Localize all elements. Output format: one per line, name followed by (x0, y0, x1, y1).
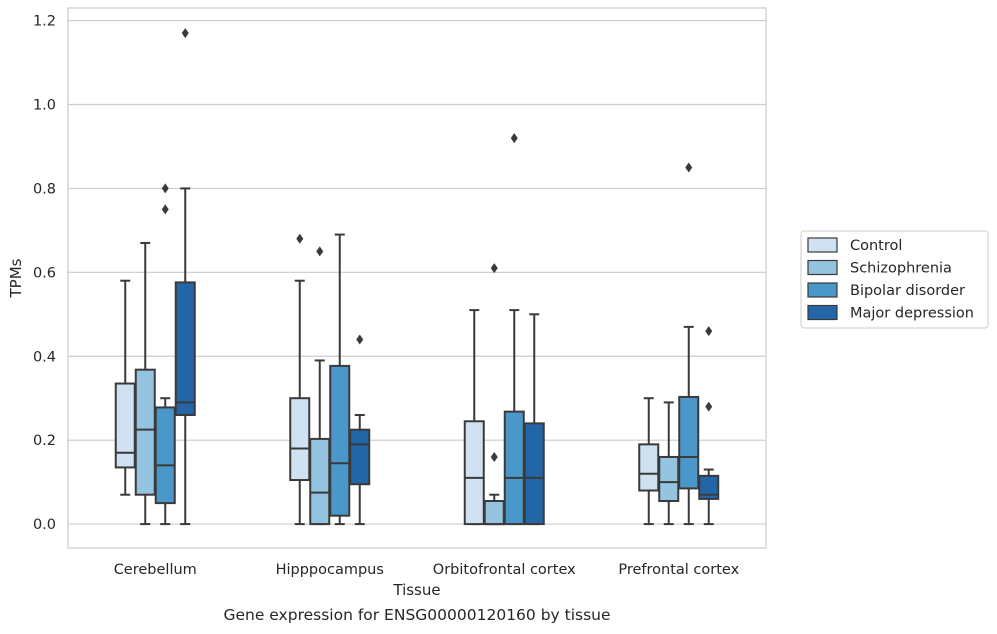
legend-label: Bipolar disorder (850, 283, 965, 299)
outlier-point (181, 28, 189, 39)
legend-label: Major depression (850, 306, 974, 322)
y-tick-label: 0.8 (33, 181, 56, 197)
outlier-point (316, 246, 324, 257)
iqr-box (483, 500, 505, 526)
iqr-box (349, 428, 371, 486)
box-schizophrenia (483, 263, 505, 526)
y-tick-label: 0.2 (33, 433, 56, 449)
box-bipolar-disorder (329, 233, 351, 526)
box-major-depression (349, 334, 371, 526)
outlier-point (161, 183, 169, 194)
outlier-point (705, 326, 713, 337)
iqr-box (114, 382, 136, 469)
box-control (289, 233, 311, 526)
iqr-box (289, 397, 311, 482)
x-tick-label: Cerebellum (114, 562, 197, 578)
box-control (463, 309, 485, 526)
legend-swatch (807, 282, 838, 298)
box-major-depression (523, 313, 545, 526)
y-tick-label: 0.6 (33, 265, 56, 281)
y-tick-label: 0.4 (33, 349, 56, 365)
outlier-point (705, 401, 713, 412)
x-axis-label: Tissue (392, 581, 440, 599)
legend-swatch (807, 259, 838, 276)
y-tick-labels: 0.0 0.2 0.4 0.6 0.8 1.0 1.2 (33, 14, 56, 533)
outlier-point (356, 334, 364, 345)
legend-label: Control (850, 238, 902, 254)
box-bipolar-disorder (678, 162, 700, 526)
outlier-point (161, 204, 169, 215)
box-major-depression (174, 28, 196, 526)
legend: Control Schizophrenia Bipolar disorder Majo… (800, 230, 989, 329)
iqr-box (638, 443, 660, 492)
iqr-box (658, 455, 680, 503)
box-bipolar-disorder (503, 133, 525, 526)
iqr-box (329, 364, 351, 517)
iqr-box (154, 406, 176, 505)
iqr-box (523, 422, 545, 526)
legend-label: Schizophrenia (850, 261, 952, 277)
iqr-box (134, 368, 156, 496)
x-tick-labels: Cerebellum Hipppocampus Orbitofrontal cort… (114, 562, 740, 578)
y-axis-label: TPMs (7, 258, 25, 298)
outlier-point (490, 451, 498, 462)
x-tick-label: Hipppocampus (276, 562, 384, 578)
x-tick-label: Prefrontal cortex (618, 562, 739, 578)
box-schizophrenia (134, 241, 156, 526)
iqr-box (698, 474, 720, 500)
box-major-depression (698, 326, 720, 526)
y-tick-label: 0.0 (33, 517, 56, 533)
outlier-point (685, 162, 693, 173)
plot-frame (67, 7, 767, 549)
box-bipolar-disorder (154, 183, 176, 526)
y-tick-label: 1.0 (33, 98, 56, 114)
box-schizophrenia (309, 246, 331, 526)
figure-caption: Gene expression for ENSG00000120160 by t… (223, 606, 611, 624)
x-tick-label: Orbitofrontal cortex (433, 562, 576, 578)
iqr-box (503, 410, 525, 526)
iqr-box (174, 281, 196, 416)
iqr-box (309, 437, 331, 526)
outlier-point (296, 233, 304, 244)
iqr-box (463, 420, 485, 526)
legend-frame (800, 230, 989, 329)
outlier-point (510, 133, 518, 144)
boxes (114, 28, 720, 526)
legend-swatch (807, 237, 838, 253)
legend-swatch (807, 304, 838, 321)
y-tick-label: 1.2 (33, 14, 56, 30)
outlier-point (490, 263, 498, 274)
iqr-box (678, 395, 700, 490)
